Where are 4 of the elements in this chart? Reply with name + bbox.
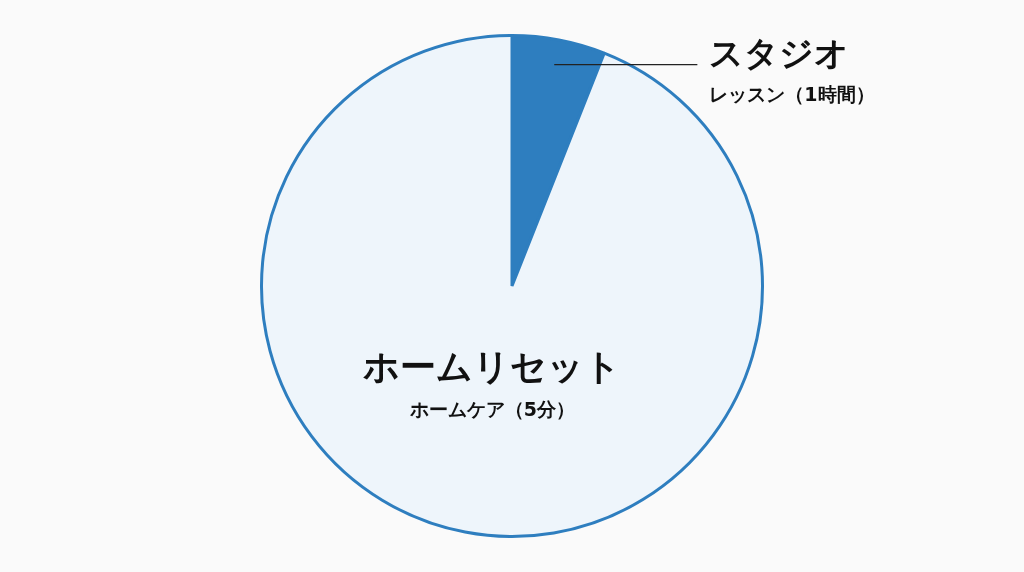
slice-label: ホームリセット	[363, 345, 622, 387]
text: ホームケア（5分）	[408, 398, 575, 421]
text: レッスン（1時間）	[709, 83, 875, 106]
slice-label: スタジオ	[709, 33, 850, 74]
